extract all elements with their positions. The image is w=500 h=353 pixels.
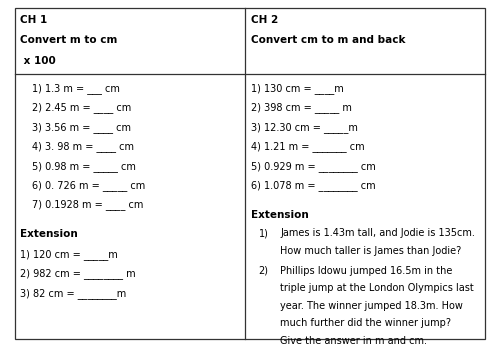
Text: 2) 2.45 m = ____ cm: 2) 2.45 m = ____ cm <box>32 102 132 113</box>
Text: Extension: Extension <box>251 210 309 220</box>
Text: 5) 0.929 m = ________ cm: 5) 0.929 m = ________ cm <box>251 161 376 172</box>
Text: 3) 12.30 cm = _____m: 3) 12.30 cm = _____m <box>251 122 358 133</box>
Text: 2): 2) <box>258 265 268 276</box>
Text: 4) 3. 98 m = ____ cm: 4) 3. 98 m = ____ cm <box>32 141 134 152</box>
Text: 1) 130 cm = ____m: 1) 130 cm = ____m <box>251 83 344 94</box>
Text: 3) 3.56 m = ____ cm: 3) 3.56 m = ____ cm <box>32 122 132 133</box>
Text: Give the answer in m and cm.: Give the answer in m and cm. <box>280 336 427 346</box>
Text: Convert m to cm: Convert m to cm <box>20 35 117 45</box>
Text: Convert cm to m and back: Convert cm to m and back <box>251 35 406 45</box>
Text: 7) 0.1928 m = ____ cm: 7) 0.1928 m = ____ cm <box>32 199 144 210</box>
Text: 1) 120 cm = _____m: 1) 120 cm = _____m <box>20 249 118 260</box>
Text: 1): 1) <box>258 228 268 239</box>
Text: CH 1: CH 1 <box>20 15 47 25</box>
Text: Extension: Extension <box>20 229 78 239</box>
Text: 2) 982 cm = ________ m: 2) 982 cm = ________ m <box>20 268 136 279</box>
Text: James is 1.43m tall, and Jodie is 135cm.: James is 1.43m tall, and Jodie is 135cm. <box>280 228 475 239</box>
Text: 2) 398 cm = _____ m: 2) 398 cm = _____ m <box>251 102 352 113</box>
Text: year. The winner jumped 18.3m. How: year. The winner jumped 18.3m. How <box>280 301 463 311</box>
Text: 5) 0.98 m = _____ cm: 5) 0.98 m = _____ cm <box>32 161 136 172</box>
Text: Phillips Idowu jumped 16.5m in the: Phillips Idowu jumped 16.5m in the <box>280 265 452 276</box>
Text: triple jump at the London Olympics last: triple jump at the London Olympics last <box>280 283 474 293</box>
Text: x 100: x 100 <box>20 56 56 66</box>
Text: 4) 1.21 m = _______ cm: 4) 1.21 m = _______ cm <box>251 141 364 152</box>
Text: much further did the winner jump?: much further did the winner jump? <box>280 318 451 329</box>
Text: 6) 1.078 m = ________ cm: 6) 1.078 m = ________ cm <box>251 180 376 191</box>
Text: 3) 82 cm = ________m: 3) 82 cm = ________m <box>20 288 126 299</box>
Text: 1) 1.3 m = ___ cm: 1) 1.3 m = ___ cm <box>32 83 120 94</box>
Text: CH 2: CH 2 <box>251 15 278 25</box>
Text: How much taller is James than Jodie?: How much taller is James than Jodie? <box>280 246 461 256</box>
Text: 6) 0. 726 m = _____ cm: 6) 0. 726 m = _____ cm <box>32 180 146 191</box>
